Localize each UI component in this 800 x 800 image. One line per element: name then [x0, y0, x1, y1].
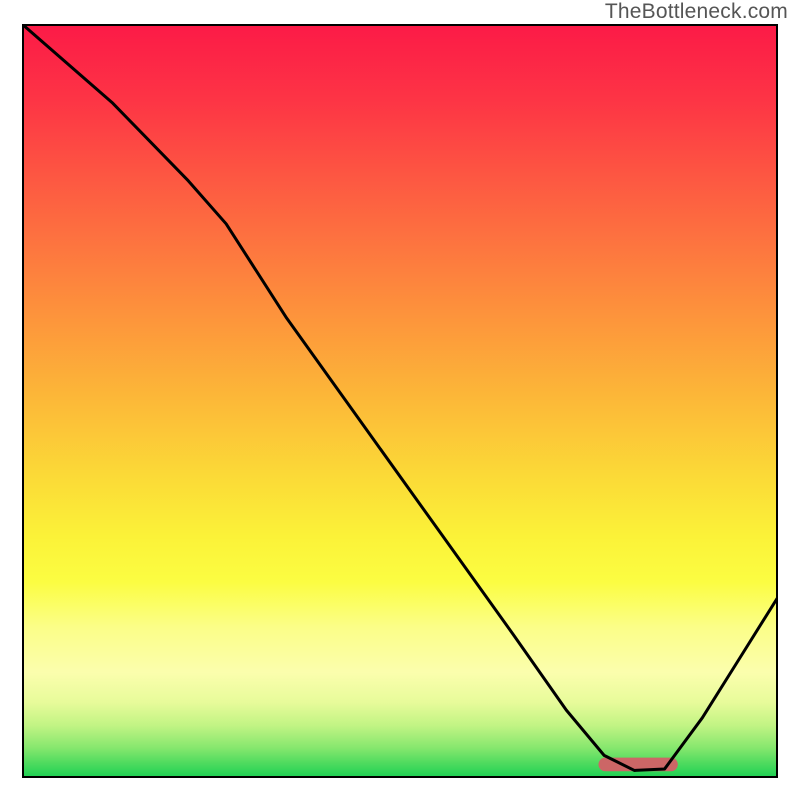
bottleneck-chart [22, 24, 778, 778]
chart-svg [22, 24, 778, 778]
watermark-text: TheBottleneck.com [605, 0, 788, 24]
gradient-background [22, 24, 778, 778]
